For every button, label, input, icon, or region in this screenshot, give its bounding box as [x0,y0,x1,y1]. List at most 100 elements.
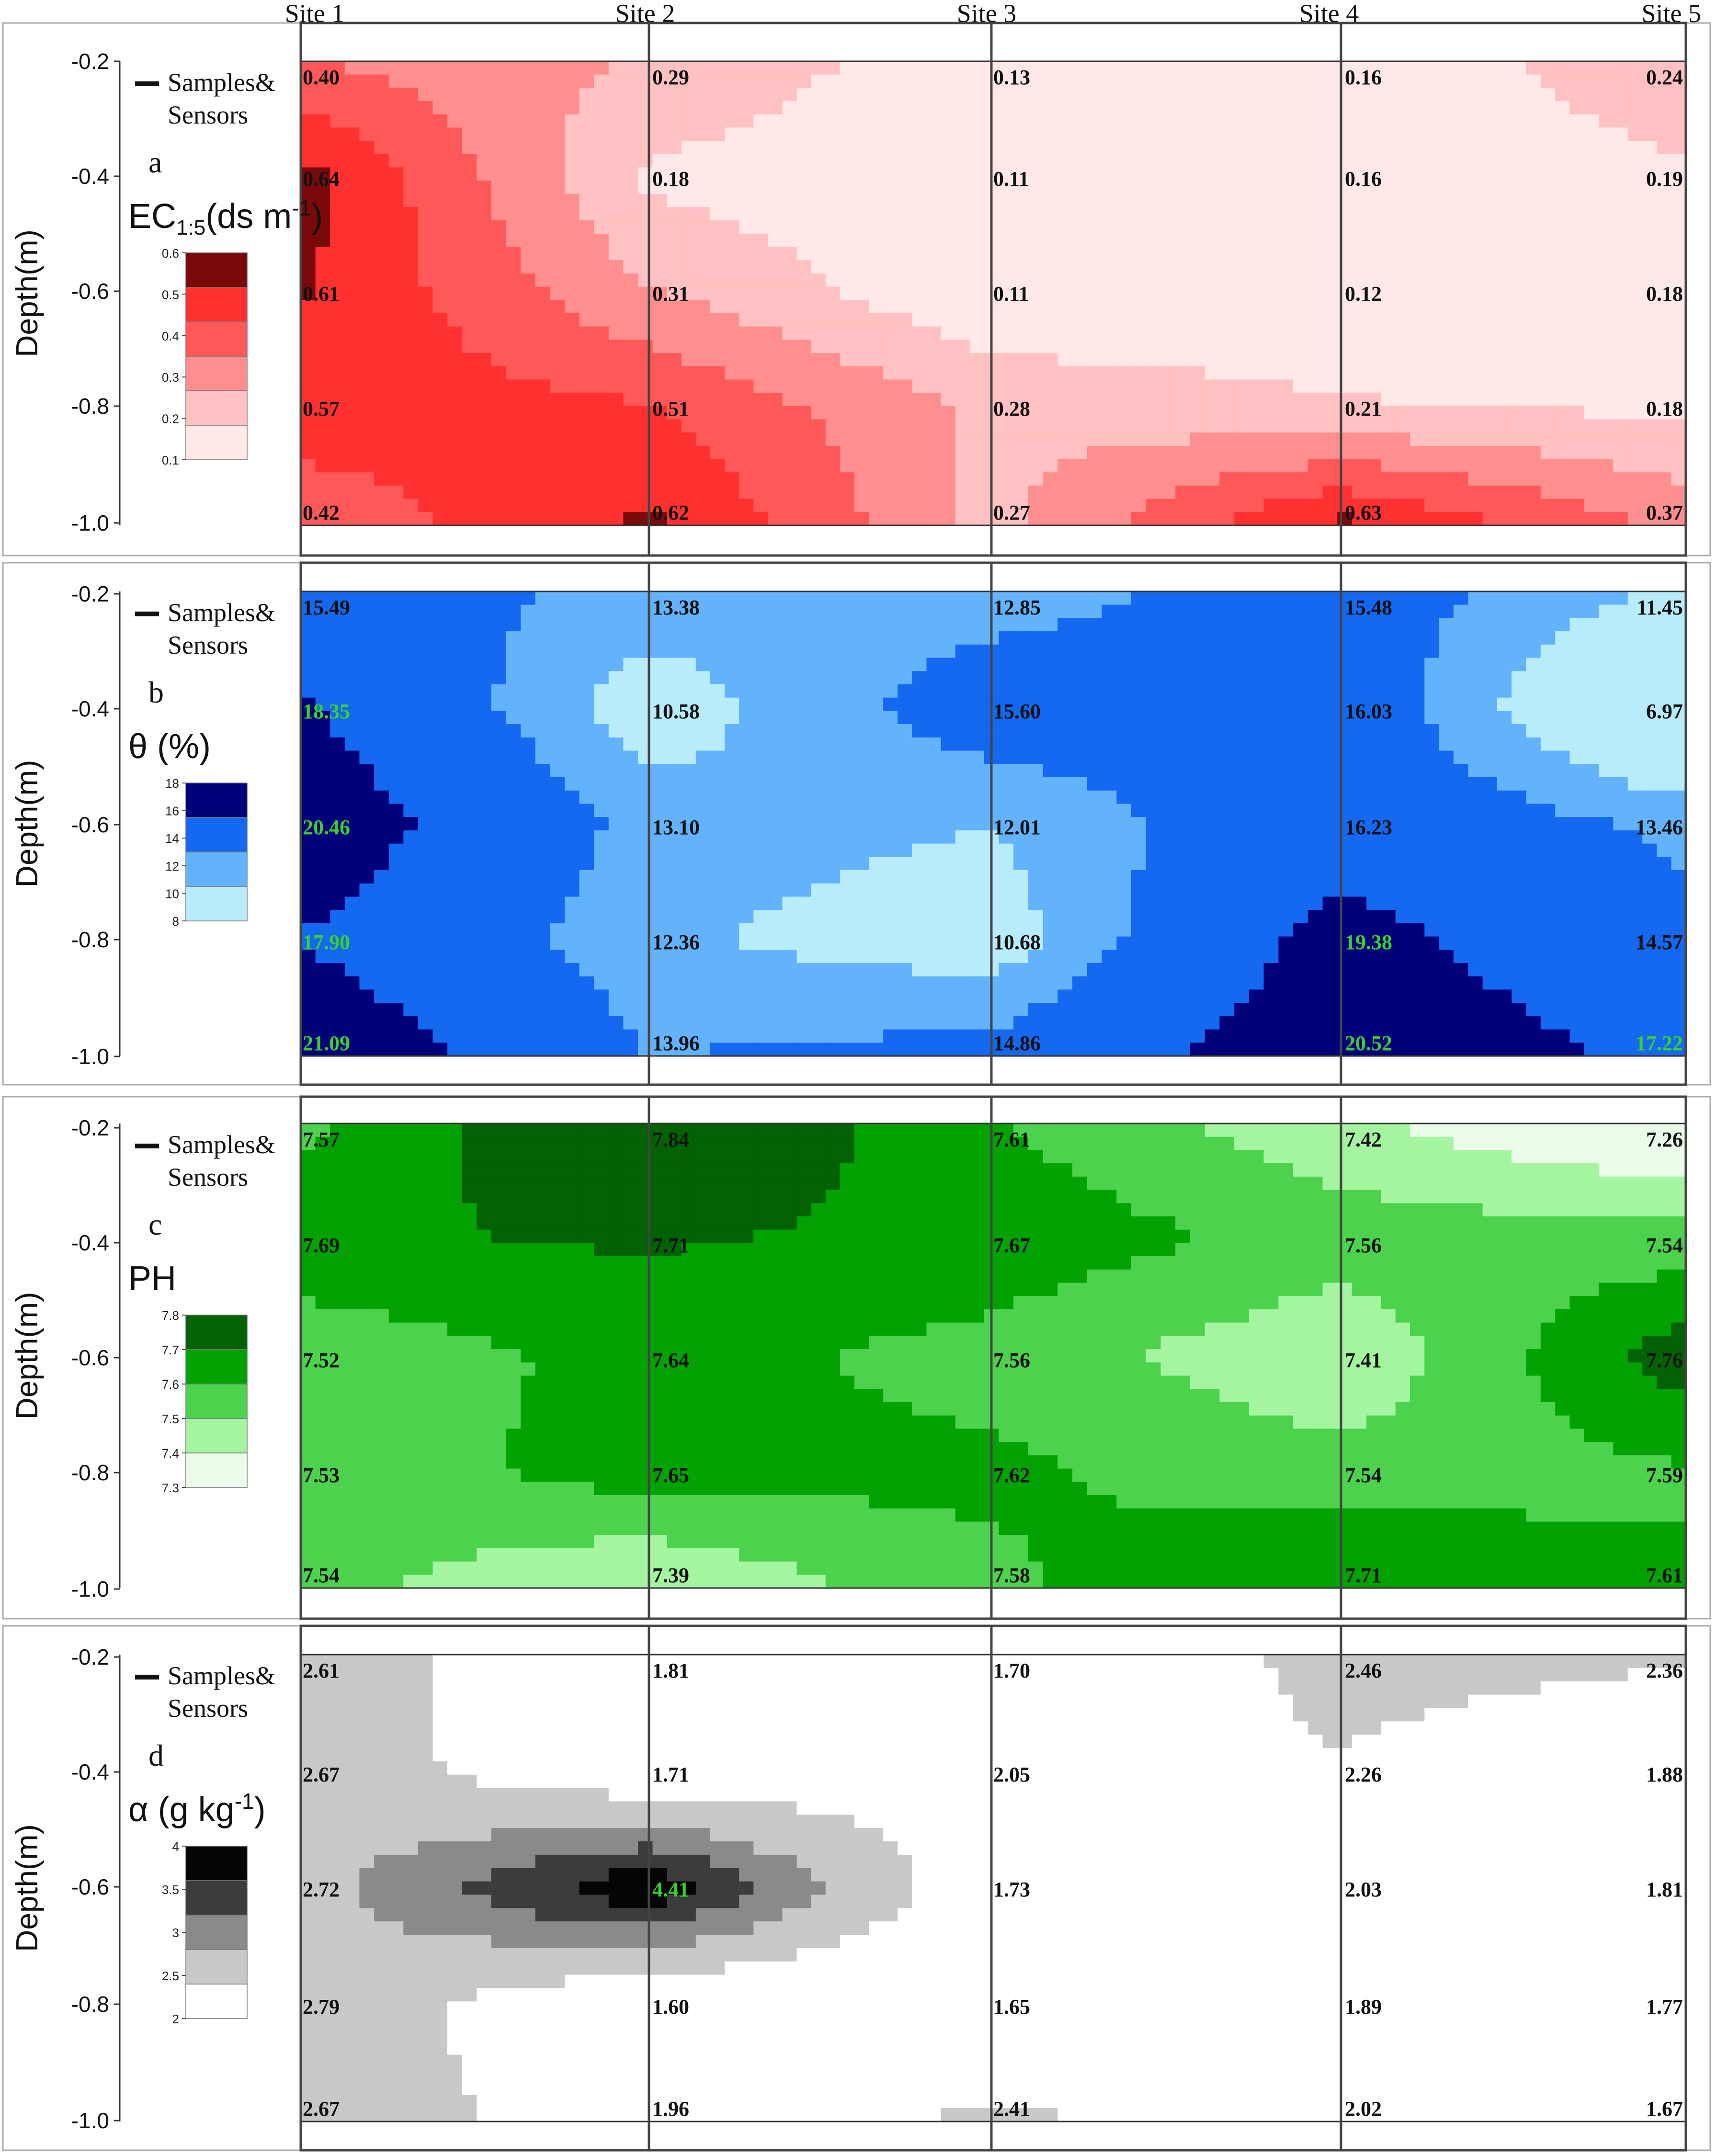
contour-cell [565,791,580,805]
contour-cell [1043,698,1058,712]
contour-cell [1671,220,1686,234]
contour-cell [1396,260,1410,274]
contour-cell [783,127,797,141]
contour-cell [1570,247,1585,261]
contour-cell [854,472,869,486]
contour-cell [797,406,812,420]
contour-cell [316,764,330,778]
contour-cell [1526,247,1541,261]
contour-cell [783,61,797,75]
contour-cell [433,671,448,685]
contour-cell [898,791,912,805]
contour-cell [1396,220,1410,234]
contour-cell [1599,194,1614,208]
contour-cell [345,777,360,791]
contour-cell [912,366,927,380]
contour-cell [1613,751,1628,765]
contour-cell [1381,724,1396,738]
contour-cell [345,300,360,314]
contour-cell [970,247,985,261]
contour-cell [580,406,594,420]
contour-cell [883,420,898,433]
contour-cell [1264,711,1279,725]
contour-cell [999,751,1014,765]
contour-cell [826,751,841,765]
contour-cell [330,141,345,155]
contour-cell [1468,141,1483,155]
contour-cell [1511,207,1526,221]
contour-cell [1219,168,1235,182]
contour-cell [1613,658,1628,672]
contour-cell [1161,380,1176,394]
contour-cell [1555,168,1570,182]
contour-cell [883,499,898,513]
contour-cell [521,658,535,672]
contour-cell [1657,366,1671,380]
contour-cell [1057,340,1073,353]
contour-cell [1028,432,1044,446]
contour-cell [1497,260,1512,274]
contour-cell [1439,738,1454,751]
contour-cell [753,181,768,194]
contour-cell [1264,380,1279,394]
contour-cell [638,300,653,314]
contour-cell [403,459,418,473]
contour-cell [783,168,797,182]
contour-cell [477,791,491,805]
contour-cell [1468,658,1483,672]
contour-cell [854,88,869,102]
contour-cell [725,366,739,380]
contour-cell [1671,618,1686,632]
contour-cell [1087,804,1102,817]
contour-cell [667,420,682,433]
contour-cell [1146,512,1161,526]
contour-cell [1278,247,1294,261]
contour-cell [550,432,565,446]
contour-cell [1234,313,1250,327]
contour-cell [710,154,725,168]
contour-cell [1308,287,1323,301]
contour-cell [623,804,638,817]
contour-cell [725,486,739,499]
contour-cell [1293,327,1308,340]
contour-cell [797,499,812,513]
contour-cell [653,777,668,791]
contour-cell [1057,194,1073,208]
contour-cell [811,300,826,314]
contour-cell [1671,353,1686,367]
contour-cell [1190,645,1205,658]
contour-cell [927,751,942,765]
contour-cell [1352,486,1367,499]
contour-cell [912,353,927,367]
contour-cell [1584,141,1599,155]
contour-cell [1161,366,1176,380]
contour-cell [609,194,624,208]
contour-cell [1028,340,1044,353]
contour-cell [1381,300,1396,314]
contour-cell [403,777,418,791]
contour-cell [1146,486,1161,499]
contour-cell [550,61,565,75]
contour-cell [1613,141,1628,155]
contour-cell [1410,446,1425,460]
contour-cell [565,631,580,645]
contour-cell [1131,287,1147,301]
contour-cell [418,804,433,817]
contour-cell [768,207,783,221]
contour-cell [1013,154,1029,168]
contour-cell [374,273,389,287]
contour-cell [1613,591,1628,605]
contour-cell [1219,499,1235,513]
contour-cell [1264,88,1279,102]
contour-cell [1072,220,1088,234]
contour-cell [883,764,898,778]
contour-cell [1526,207,1541,221]
contour-cell [1087,618,1102,632]
contour-cell [1483,181,1498,194]
contour-cell [1468,738,1483,751]
contour-cell [783,75,797,89]
contour-cell [550,486,565,499]
contour-cell [1131,75,1147,89]
contour-cell [955,791,970,805]
contour-cell [535,380,550,394]
